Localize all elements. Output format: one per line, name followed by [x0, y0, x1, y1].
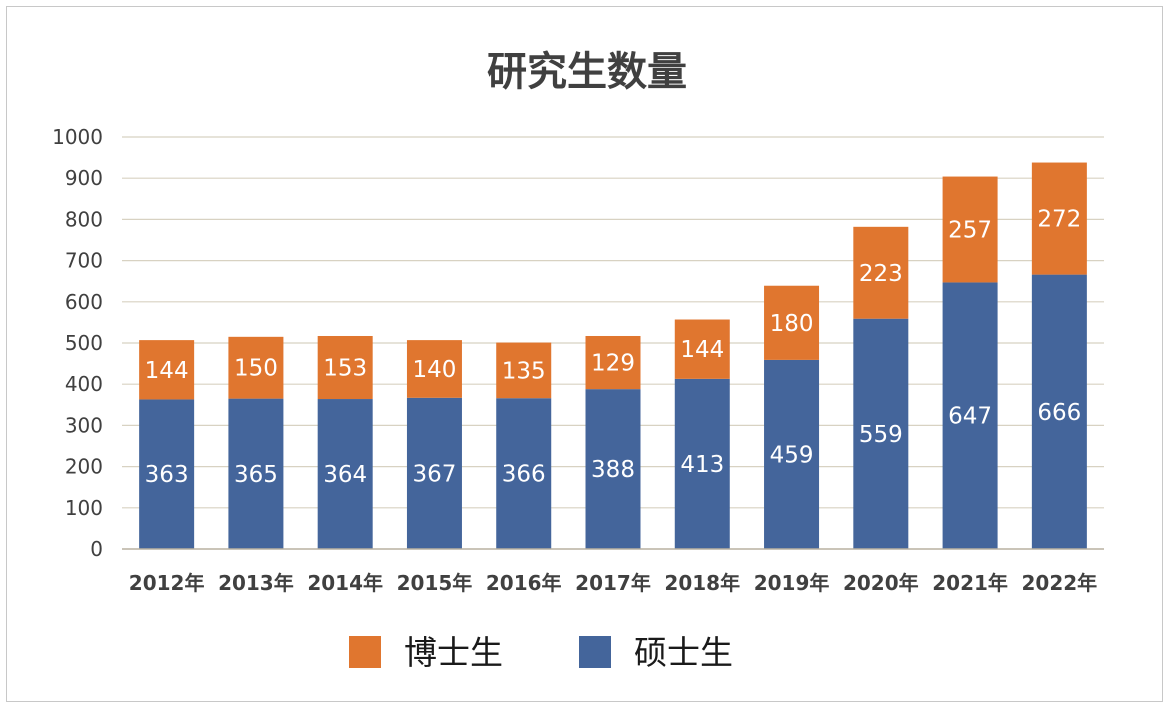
y-axis: 0 100 200 300 400 500 600 700 800 900 1000	[52, 125, 103, 561]
chart-frame: 研究生数量 0 100 200 300 400 500 600 700 800 900 1000 3…	[6, 6, 1163, 702]
x-tick-label: 2018年	[664, 571, 740, 595]
bar-masters	[674, 378, 730, 549]
data-label: 559	[859, 422, 903, 448]
data-label: 153	[323, 356, 367, 382]
x-axis: 2012年 2013年 2014年 2015年 2016年 2017年 2018年 2019年…	[122, 548, 1104, 595]
data-label: 364	[323, 462, 367, 488]
y-tick-label: 1000	[52, 125, 103, 149]
data-label: 459	[770, 442, 814, 468]
legend-label: 博士生	[404, 633, 503, 672]
data-label: 367	[413, 461, 457, 487]
legend-swatch	[349, 636, 381, 668]
bar-masters	[228, 398, 284, 549]
data-label: 223	[859, 261, 903, 287]
bar-doctoral	[496, 342, 552, 399]
y-tick-label: 900	[65, 166, 103, 190]
y-tick-label: 800	[65, 207, 103, 231]
bar-masters	[764, 359, 820, 549]
stacked-bar-chart: 研究生数量 0 100 200 300 400 500 600 700 800 900 1000 3…	[52, 49, 1104, 672]
bar-masters	[942, 282, 998, 549]
data-label: 140	[413, 357, 457, 383]
y-tick-label: 100	[65, 496, 103, 520]
bar-masters	[406, 397, 462, 549]
bar-masters	[139, 399, 195, 549]
data-label: 363	[145, 462, 189, 488]
data-label: 647	[948, 404, 992, 430]
bar-doctoral	[764, 285, 820, 360]
x-tick-label: 2017年	[575, 571, 651, 595]
legend-swatch	[579, 636, 611, 668]
data-label: 180	[770, 311, 814, 337]
x-tick-label: 2022年	[1022, 571, 1098, 595]
data-label: 144	[145, 358, 189, 384]
bar-doctoral	[1031, 162, 1087, 275]
y-tick-label: 500	[65, 331, 103, 355]
bar-doctoral	[317, 335, 373, 400]
bar-masters	[585, 389, 641, 549]
bar-doctoral	[406, 340, 462, 398]
y-tick-label: 400	[65, 372, 103, 396]
legend: 博士生 硕士生	[349, 633, 733, 672]
bar-doctoral	[585, 335, 641, 390]
y-tick-label: 200	[65, 455, 103, 479]
legend-label: 硕士生	[634, 633, 733, 672]
y-tick-label: 0	[90, 537, 103, 561]
x-tick-label: 2012年	[129, 571, 205, 595]
data-label: 257	[948, 217, 992, 243]
chart-title: 研究生数量	[487, 49, 687, 95]
data-label: 150	[234, 356, 278, 382]
bar-masters	[317, 399, 373, 549]
bars: 363 144 365 150 364 153 367 140 366 135 388 129 413 1…	[139, 162, 1087, 549]
bar-doctoral	[853, 226, 909, 319]
data-label: 129	[591, 351, 635, 377]
y-tick-label: 600	[65, 290, 103, 314]
x-tick-label: 2019年	[754, 571, 830, 595]
x-tick-label: 2016年	[486, 571, 562, 595]
data-label: 366	[502, 462, 546, 488]
y-tick-label: 300	[65, 413, 103, 437]
data-label: 144	[680, 337, 724, 363]
x-tick-label: 2020年	[843, 571, 919, 595]
bar-masters	[496, 398, 552, 549]
bar-doctoral	[139, 340, 195, 400]
bar-doctoral	[674, 319, 730, 379]
data-label: 365	[234, 462, 278, 488]
data-label: 666	[1037, 400, 1081, 426]
data-label: 135	[502, 358, 546, 384]
x-tick-label: 2014年	[307, 571, 383, 595]
bar-doctoral	[228, 336, 284, 399]
x-tick-label: 2015年	[397, 571, 473, 595]
bar-doctoral	[942, 176, 998, 283]
data-label: 388	[591, 457, 635, 483]
data-label: 413	[680, 452, 724, 478]
data-label: 272	[1037, 207, 1081, 233]
bar-masters	[1031, 274, 1087, 549]
bar-masters	[853, 318, 909, 549]
y-tick-label: 700	[65, 249, 103, 273]
x-tick-label: 2021年	[932, 571, 1008, 595]
x-tick-label: 2013年	[218, 571, 294, 595]
